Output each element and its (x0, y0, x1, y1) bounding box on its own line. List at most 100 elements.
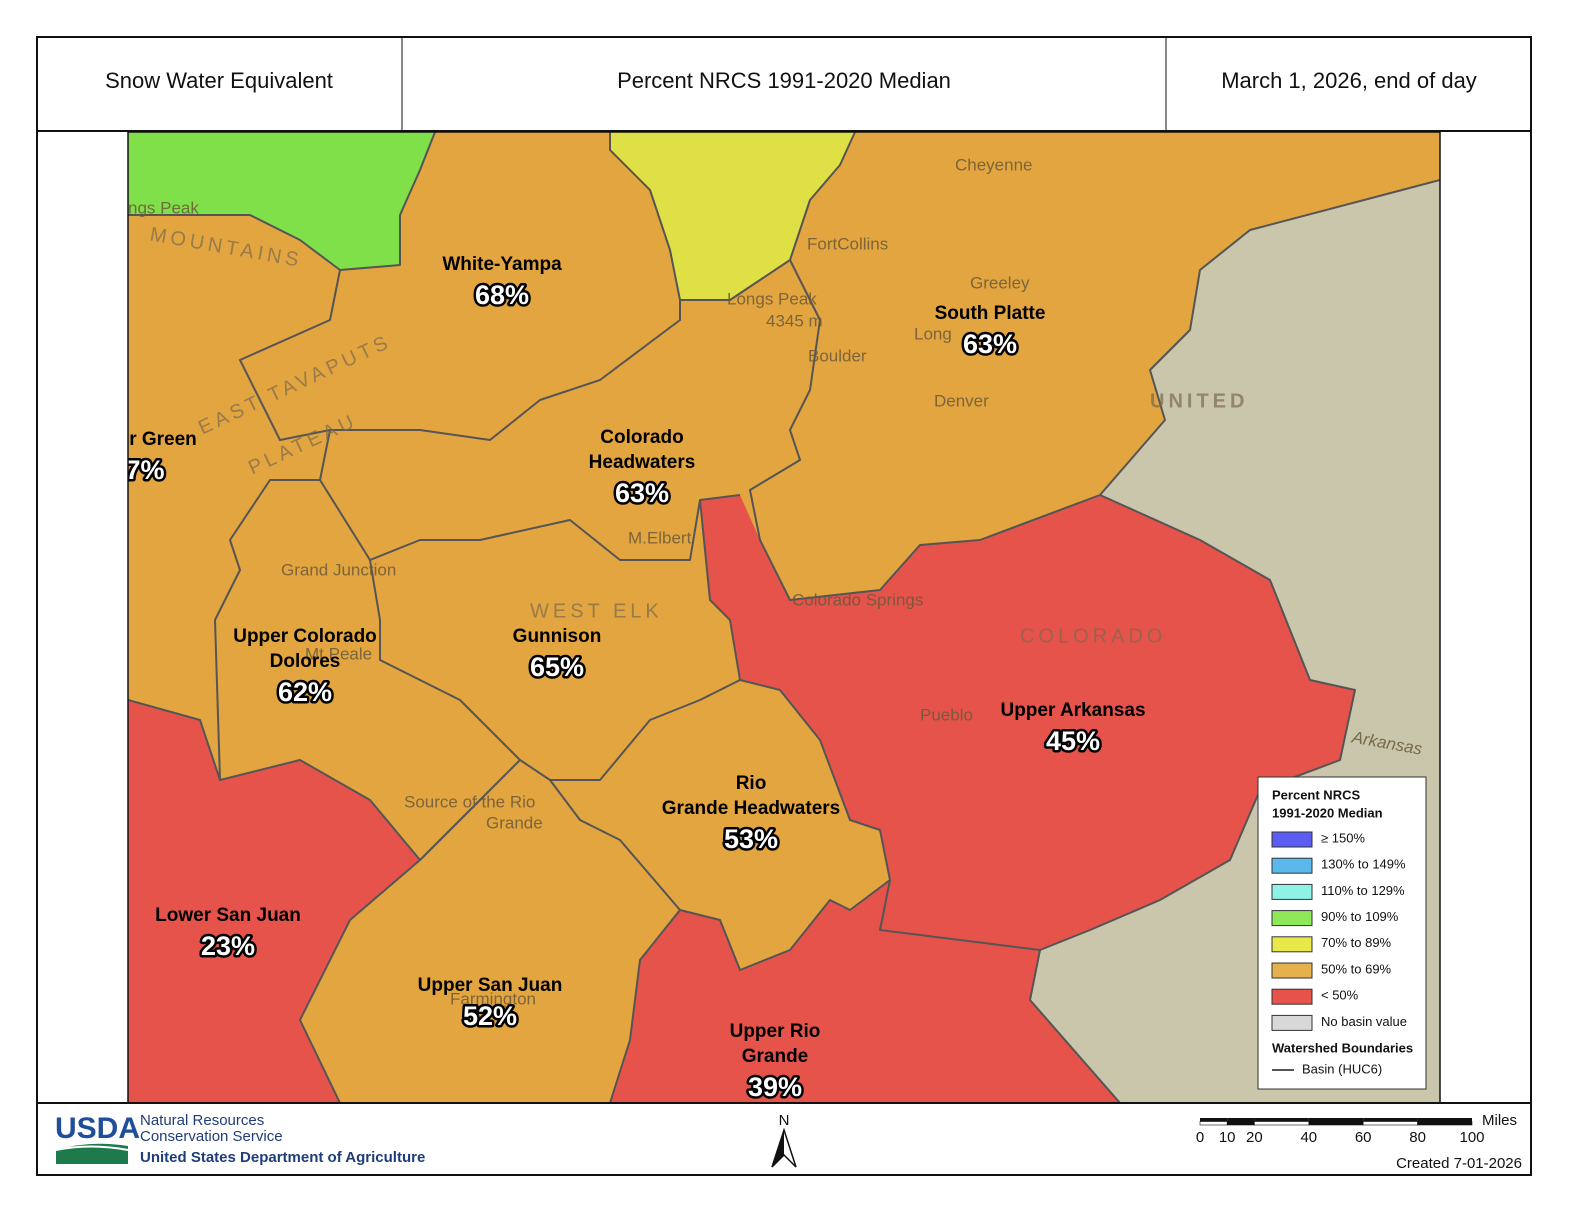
scale-tick-label: 40 (1300, 1129, 1317, 1146)
scale-segment (1308, 1118, 1364, 1122)
place-label: Long (914, 324, 952, 343)
basin-name: Colorado (600, 427, 683, 448)
scale-segment (1227, 1118, 1255, 1122)
scale-segment (1200, 1118, 1228, 1122)
legend-label: No basin value (1321, 1014, 1407, 1029)
scale-segment (1254, 1118, 1309, 1122)
place-label: Grand Junction (281, 560, 396, 579)
header-center: Percent NRCS 1991-2020 Median (617, 68, 951, 93)
logo-wave-line (55, 1145, 129, 1151)
scale-tick-label: 60 (1355, 1129, 1372, 1146)
place-label: Denver (934, 391, 989, 410)
place-label: Farmington (450, 989, 536, 1008)
place-label: Colorado Springs (792, 590, 923, 609)
basin-percent: 52% (463, 1001, 517, 1031)
agency-line: Conservation Service (140, 1128, 283, 1145)
header-right: March 1, 2026, end of day (1221, 68, 1477, 93)
scale-segment (1363, 1118, 1418, 1122)
scale-segment (1362, 1121, 1418, 1126)
basin-name: Grande Headwaters (662, 798, 840, 819)
created-date: Created 7-01-2026 (1396, 1155, 1522, 1172)
basin-percent: 39% (748, 1072, 802, 1102)
basin-name: Upper Arkansas (1000, 700, 1145, 721)
scale-unit: Miles (1482, 1112, 1517, 1129)
legend-swatch (1271, 962, 1313, 979)
legend-swatch (1271, 936, 1313, 953)
legend-swatch (1271, 1014, 1313, 1031)
legend-box (1257, 776, 1427, 1090)
place-label: 4345 m (766, 311, 823, 330)
feature-label: COLORADO (1020, 625, 1166, 647)
basin-percent: 65% (530, 652, 584, 682)
legend-label: ≥ 150% (1321, 830, 1365, 845)
basin-name: Rio (736, 773, 767, 794)
scale-segment (1254, 1121, 1310, 1126)
legend-swatch (1271, 857, 1313, 874)
place-label: Cheyenne (955, 155, 1033, 174)
basin-name: Upper Rio (730, 1021, 821, 1042)
logo-wave (56, 1143, 128, 1164)
basin-boundaries (128, 132, 1440, 1103)
basin-name: Gunnison (513, 626, 602, 647)
place-label: ngs Peak (128, 198, 199, 217)
scale-segment (1199, 1121, 1228, 1126)
legend-label: 110% to 129% (1321, 883, 1405, 898)
basin-percent: 7% (125, 455, 164, 485)
basin-name: Headwaters (589, 452, 696, 473)
feature-label: UNITED (1150, 390, 1248, 412)
department: United States Department of Agriculture (140, 1149, 425, 1166)
north-arrow-half (772, 1130, 784, 1167)
feature-label: WEST ELK (530, 600, 663, 622)
basin-fill-red (610, 495, 1355, 1103)
basin-name: Upper Colorado (233, 626, 377, 647)
place-label: Greeley (970, 273, 1030, 292)
logo-text: USDA (55, 1112, 140, 1145)
scale-tick-label: 20 (1246, 1129, 1263, 1146)
place-label: M.Elbert (628, 528, 692, 547)
legend-label: Basin (HUC6) (1302, 1061, 1382, 1076)
basin-name: Lower San Juan (155, 905, 301, 926)
legend-label: 70% to 89% (1321, 935, 1392, 950)
scale-tick-label: 100 (1459, 1129, 1484, 1146)
legend-label: 130% to 149% (1321, 857, 1406, 872)
place-label: Longs Peak (727, 289, 817, 308)
basin-percent: 53% (724, 824, 778, 854)
usda-logo: USDA (55, 1112, 140, 1164)
legend-swatch (1271, 883, 1313, 900)
basin-percent: 23% (201, 931, 255, 961)
scale-tick-label: 10 (1219, 1129, 1236, 1146)
basin-name: Dolores (270, 651, 341, 672)
map: Cheyenne FortCollins Greeley Long Boulder Den… (125, 132, 1440, 1103)
basin-fill-green (128, 132, 435, 270)
legend-label: 50% to 69% (1321, 961, 1392, 976)
legend-label: 90% to 109% (1321, 909, 1399, 924)
place-label: Source of the Rio (404, 792, 535, 811)
place-label: Boulder (808, 346, 867, 365)
scale-segment (1417, 1121, 1473, 1126)
north-label: N (779, 1112, 790, 1129)
legend-swatch (1271, 988, 1313, 1005)
legend-swatch (1271, 910, 1313, 927)
basin-percent: 45% (1046, 726, 1100, 756)
basin-percent: 68% (475, 280, 529, 310)
basin-percent: 62% (278, 677, 332, 707)
basin-name: r Green (129, 429, 197, 450)
legend-title: Percent NRCS (1272, 787, 1360, 802)
legend-swatch (1271, 831, 1313, 848)
scale-segment (1308, 1121, 1364, 1126)
basin-name: White-Yampa (442, 254, 562, 275)
place-label: Pueblo (920, 705, 973, 724)
scale-segment (1417, 1118, 1472, 1122)
basin-percent: 63% (615, 478, 669, 508)
basin-name: Upper San Juan (418, 975, 563, 996)
basin-name: South Platte (935, 303, 1046, 324)
basin-labels: White-Yampa 68% South Platte 63% r Green 7% Co… (125, 254, 1146, 1103)
basin-fill-yellow (610, 132, 855, 300)
header-left: Snow Water Equivalent (105, 68, 333, 93)
legend-title: 1991-2020 Median (1272, 805, 1383, 820)
legend: Percent NRCS 1991-2020 Median ≥ 150% 130% t… (1257, 776, 1427, 1090)
legend-subtitle: Watershed Boundaries (1272, 1040, 1413, 1055)
